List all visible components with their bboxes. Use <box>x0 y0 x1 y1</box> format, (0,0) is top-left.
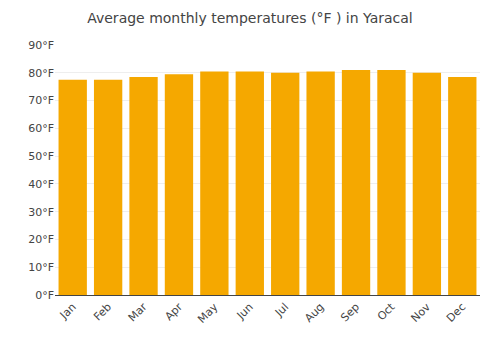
svg-text:Apr: Apr <box>162 300 185 323</box>
svg-text:Feb: Feb <box>91 301 114 324</box>
svg-text:80°F: 80°F <box>28 67 54 80</box>
svg-text:10°F: 10°F <box>28 261 54 274</box>
svg-text:50°F: 50°F <box>28 150 54 163</box>
svg-text:30°F: 30°F <box>28 206 54 219</box>
svg-text:40°F: 40°F <box>28 178 54 191</box>
svg-text:Nov: Nov <box>409 300 434 325</box>
svg-text:May: May <box>195 300 221 326</box>
svg-text:Mar: Mar <box>126 300 150 324</box>
svg-text:Aug: Aug <box>302 301 326 325</box>
svg-text:Oct: Oct <box>375 300 398 323</box>
svg-text:Jun: Jun <box>234 300 256 322</box>
svg-text:60°F: 60°F <box>28 122 54 135</box>
svg-text:Average monthly temperatures (: Average monthly temperatures (°F ) in Ya… <box>87 10 413 26</box>
svg-text:Jan: Jan <box>57 301 79 323</box>
svg-text:Jul: Jul <box>272 301 291 320</box>
svg-text:70°F: 70°F <box>28 94 54 107</box>
svg-text:90°F: 90°F <box>28 39 54 52</box>
svg-text:Dec: Dec <box>444 301 468 325</box>
svg-text:Sep: Sep <box>338 301 362 325</box>
svg-text:0°F: 0°F <box>35 289 54 302</box>
svg-text:20°F: 20°F <box>28 233 54 246</box>
